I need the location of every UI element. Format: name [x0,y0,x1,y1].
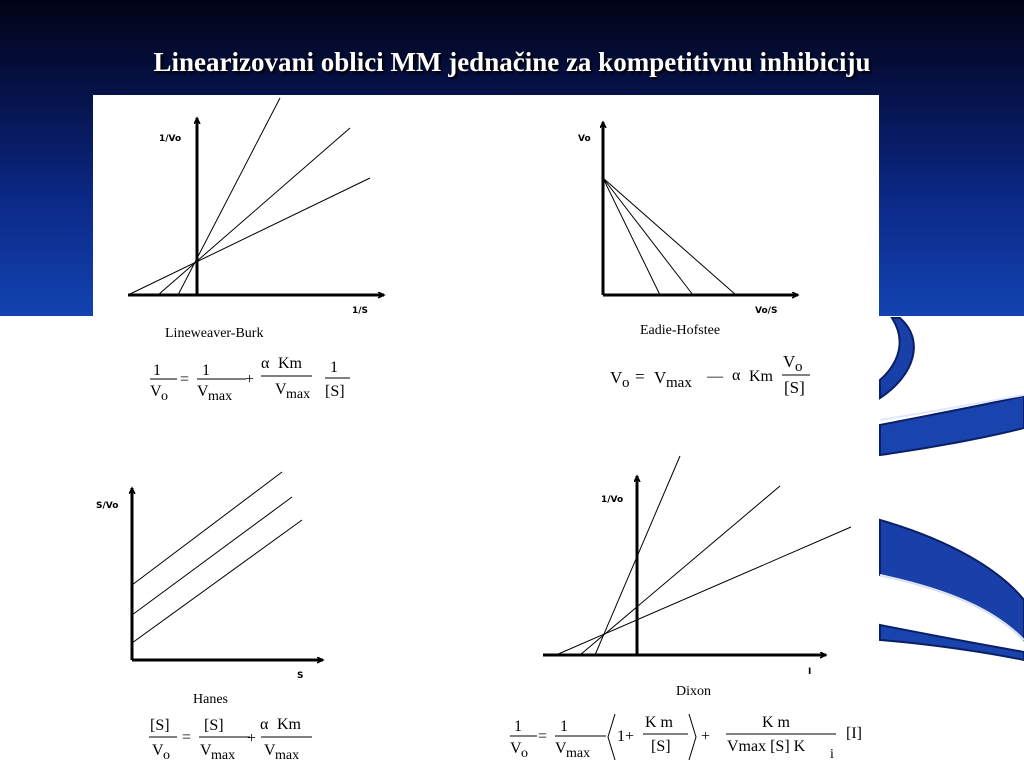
dixon-line-3 [555,526,852,656]
lb-line-2 [157,127,351,296]
dixon-eq-t2-den: Vmax [S] K [727,738,806,755]
hanes-eq-plus: + [247,730,256,747]
lb-eq-t2-den: V [275,381,287,398]
eh-eq-km: Km [749,368,774,385]
hanes-eq-lhs-den-sub: o [163,748,170,763]
dixon-y-axis-label: 1/Vo [601,495,623,505]
hanes-eq-t1-num: [S] [204,717,224,734]
dixon-eq-inner-num: K m [645,714,674,731]
lb-line-3 [127,177,371,296]
hanes-eq-km: Km [277,716,302,733]
dixon-graph: 1/Vo I Dixon [543,455,852,699]
eh-line-3 [602,177,737,296]
dixon-eq-one-plus: 1+ [617,728,634,745]
eh-eq-frac-den: [S] [784,378,805,397]
dixon-eq-inhibitor: [I] [846,725,862,742]
lb-eq-t1-den: V [197,383,209,400]
lb-eq-equals: = [180,371,189,388]
dixon-eq-t2-num: K m [762,714,791,731]
hanes-line-1 [131,471,283,586]
lb-eq-t2-den-sub: max [286,387,310,402]
lb-x-axis-label: 1/S [352,306,368,316]
lineweaver-burk-graph: 1/Vo 1/S Lineweaver-Burk [127,97,384,341]
eh-eq-minus: — [706,368,724,385]
eh-graph-name: Eadie-Hofstee [640,323,720,338]
lb-eq-plus: + [245,371,254,388]
dixon-eq-inner-den: [S] [651,738,671,755]
slide-title: Linearizovani oblici MM jednačine za kom… [153,47,871,77]
lb-eq-t1-num: 1 [202,362,210,379]
dixon-eq-lhs-den-sub: o [521,746,528,761]
lb-eq-lhs-den-sub: o [161,389,168,404]
hanes-y-axis-label: S/Vo [96,501,118,511]
eh-eq-lhs: V [610,368,623,387]
eh-eq-frac-num-sub: o [795,359,803,375]
lb-line-1 [177,97,281,296]
lb-eq-t1-den-sub: max [208,389,232,404]
hanes-graph-name: Hanes [193,692,228,707]
eh-y-axis-label: Vo [578,134,591,144]
dixon-line-2 [579,485,781,656]
hanes-line-2 [131,496,293,616]
hanes-eq-t1-den: V [200,742,212,759]
dixon-eq-t1-den: V [555,740,567,757]
lb-eq-alpha: α [261,355,270,372]
lb-eq-lhs-den: V [150,383,162,400]
hanes-eq-lhs-num: [S] [150,717,170,734]
lb-eq-lhs-num: 1 [153,362,161,379]
eh-eq-vmax: V [654,368,667,387]
eh-eq-frac-num: V [783,352,796,371]
eh-equation: V o = V max — α Km V o [S] [610,352,810,397]
dixon-eq-equals: = [538,728,547,745]
lb-eq-km: Km [278,355,303,372]
lb-equation: 1 V o = 1 V max + α Km V max 1 [S] [150,355,350,404]
lb-eq-t3-den: [S] [325,383,345,400]
dixon-x-axis-label: I [808,667,811,677]
dixon-eq-t1-den-sub: max [566,746,590,761]
dixon-eq-lhs-num: 1 [514,718,522,735]
lb-eq-t3-num: 1 [330,359,338,376]
dixon-eq-t1-num: 1 [560,718,568,735]
hanes-eq-equals: = [182,729,191,746]
hanes-eq-t2-den-sub: max [275,748,299,763]
hanes-eq-t1-den-sub: max [211,748,235,763]
lb-graph-name: Lineweaver-Burk [165,326,263,341]
eh-line-2 [602,177,694,296]
dixon-graph-name: Dixon [676,684,711,699]
dixon-eq-t2-den-sub: i [830,747,834,762]
eh-eq-lhs-sub: o [622,375,630,391]
hanes-line-3 [131,519,303,644]
eh-eq-equals: = [635,367,645,386]
lb-y-axis-label: 1/Vo [159,134,181,144]
dixon-eq-lhs-den: V [510,740,522,757]
eh-eq-alpha: α [732,367,741,384]
dixon-equation: 1 V o = 1 V max 1+ K m [S] + K m Vmax [S… [510,713,862,762]
hanes-eq-t2-den: V [264,742,276,759]
dixon-line-1 [594,455,681,656]
hanes-equation: [S] V o = [S] V max + α Km V max [149,716,312,763]
hanes-eq-lhs-den: V [152,742,164,759]
dixon-eq-plus: + [701,728,710,745]
eadie-hofstee-graph: Vo Vo/S Eadie-Hofstee [578,122,798,338]
hanes-eq-alpha: α [260,716,269,733]
hanes-x-axis-label: S [297,671,303,681]
eh-eq-vmax-sub: max [666,375,692,391]
hanes-graph: S/Vo S Hanes [96,471,323,707]
eh-line-1 [602,177,661,296]
eh-x-axis-label: Vo/S [755,306,777,316]
